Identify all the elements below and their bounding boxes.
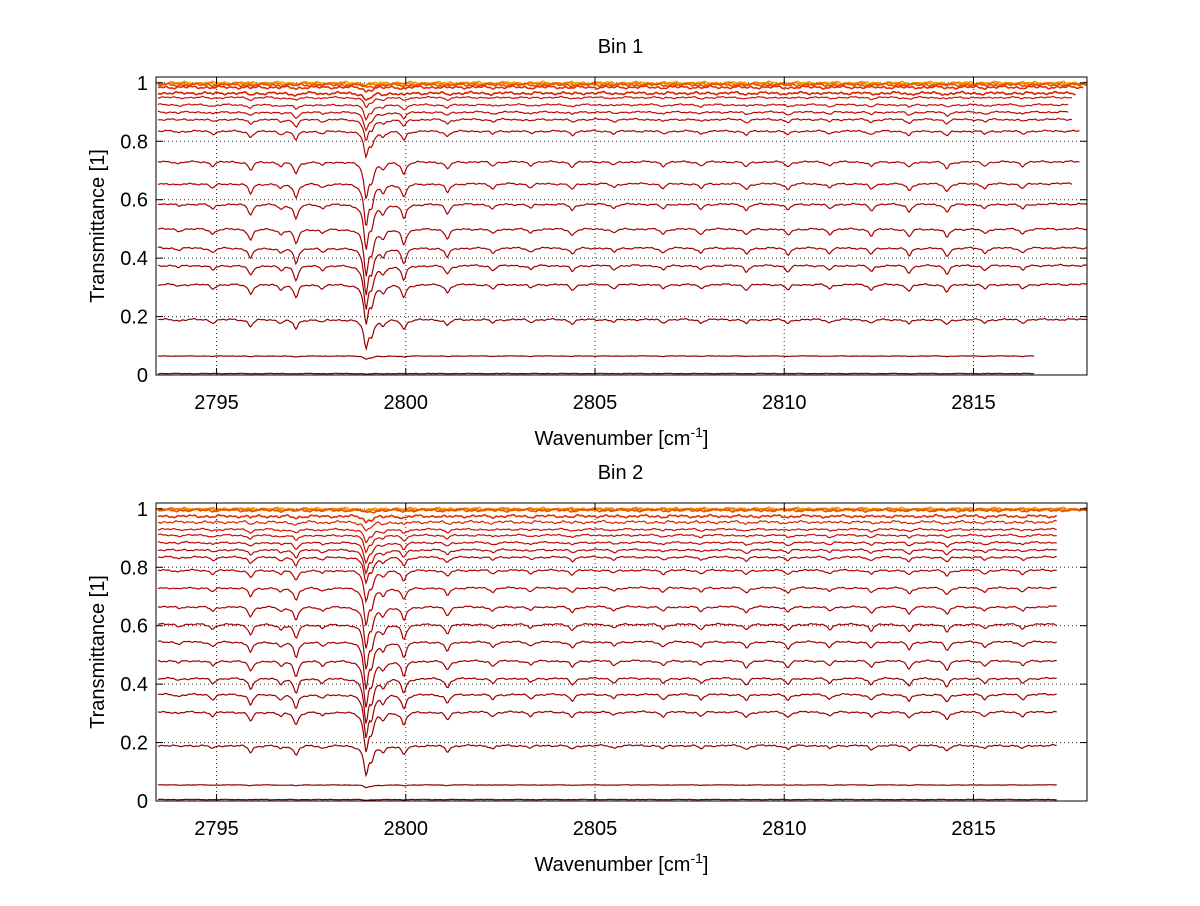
y-tick-label: 0 bbox=[137, 365, 148, 387]
series-line-16 bbox=[157, 263, 1088, 310]
chart-panel-2: 2795 2800 2805 2810 2815 0 0.2 0.4 0.6 0.8 1 Bin 2 W… bbox=[87, 462, 1088, 876]
series-line-11 bbox=[157, 160, 1080, 199]
series-line-10 bbox=[157, 129, 1080, 160]
chart-title: Bin 2 bbox=[598, 462, 644, 484]
series-line-9 bbox=[157, 117, 1073, 141]
x-tick-label: 2805 bbox=[573, 818, 618, 840]
y-tick-label: 0.6 bbox=[120, 190, 148, 212]
series-line-13 bbox=[157, 605, 1057, 649]
y-tick-label: 0.8 bbox=[120, 131, 148, 153]
y-tick-label: 0.8 bbox=[120, 557, 148, 579]
series-line-19 bbox=[157, 355, 1035, 360]
series-line-5 bbox=[157, 90, 1076, 102]
series-line-12 bbox=[157, 586, 1057, 626]
series-line-18 bbox=[157, 692, 1057, 739]
series-line-13 bbox=[157, 202, 1088, 250]
series-line-18 bbox=[157, 317, 1088, 352]
chart-title: Bin 1 bbox=[598, 36, 644, 58]
x-tick-label: 2795 bbox=[194, 818, 239, 840]
series-line-14 bbox=[157, 227, 1088, 277]
series-line-3 bbox=[157, 82, 1088, 89]
y-tick-label: 0 bbox=[137, 791, 148, 813]
series-line-4 bbox=[157, 513, 1058, 524]
series-line-19 bbox=[157, 710, 1057, 753]
y-axis-label: Transmittance [1] bbox=[87, 149, 109, 303]
y-tick-label: 1 bbox=[137, 499, 148, 521]
x-tick-label: 2815 bbox=[951, 818, 996, 840]
series-line-15 bbox=[157, 246, 1088, 296]
series-line-9 bbox=[157, 548, 1057, 576]
x-axis-label: Wavenumber [cm-1] bbox=[535, 850, 709, 876]
series-line-16 bbox=[157, 659, 1057, 708]
series-line-3 bbox=[157, 507, 1088, 514]
x-tick-label: 2810 bbox=[762, 392, 807, 414]
y-axis-label: Transmittance [1] bbox=[87, 575, 109, 729]
series-line-4 bbox=[157, 84, 1084, 93]
y-tick-label: 0.6 bbox=[120, 616, 148, 638]
series-line-20 bbox=[157, 743, 1057, 778]
series-line-5 bbox=[157, 519, 1058, 532]
y-tick-label: 1 bbox=[137, 73, 148, 95]
y-tick-label: 0.2 bbox=[120, 733, 148, 755]
series-line-11 bbox=[157, 568, 1057, 604]
series-line-7 bbox=[157, 533, 1057, 554]
series-line-8 bbox=[157, 540, 1057, 565]
x-tick-label: 2800 bbox=[384, 818, 429, 840]
series-line-14 bbox=[157, 622, 1057, 670]
series-line-7 bbox=[157, 103, 1069, 122]
plot-axes-box bbox=[155, 76, 1088, 376]
series-line-10 bbox=[157, 555, 1057, 586]
x-tick-label: 2800 bbox=[384, 392, 429, 414]
y-tick-label: 0.4 bbox=[120, 248, 148, 270]
series-line-15 bbox=[157, 640, 1057, 690]
x-tick-label: 2815 bbox=[951, 392, 996, 414]
x-tick-label: 2810 bbox=[762, 818, 807, 840]
series-line-20 bbox=[157, 372, 1035, 375]
series-line-17 bbox=[157, 282, 1088, 325]
series-line-22 bbox=[157, 798, 1057, 801]
series-line-21 bbox=[157, 784, 1057, 789]
y-tick-label: 0.4 bbox=[120, 674, 148, 696]
plot-axes-box bbox=[155, 502, 1088, 802]
series-line-6 bbox=[157, 95, 1073, 109]
series-line-6 bbox=[157, 527, 1057, 544]
x-tick-label: 2795 bbox=[194, 392, 239, 414]
x-axis-label: Wavenumber [cm-1] bbox=[535, 424, 709, 450]
y-tick-label: 0.2 bbox=[120, 307, 148, 329]
chart-panel-1: 2795 2800 2805 2810 2815 0 0.2 0.4 0.6 0.8 1 Bin 1 W… bbox=[87, 36, 1088, 450]
series-line-12 bbox=[157, 182, 1073, 226]
x-tick-label: 2805 bbox=[573, 392, 618, 414]
series-line-8 bbox=[157, 110, 1069, 132]
series-line-17 bbox=[157, 676, 1057, 724]
